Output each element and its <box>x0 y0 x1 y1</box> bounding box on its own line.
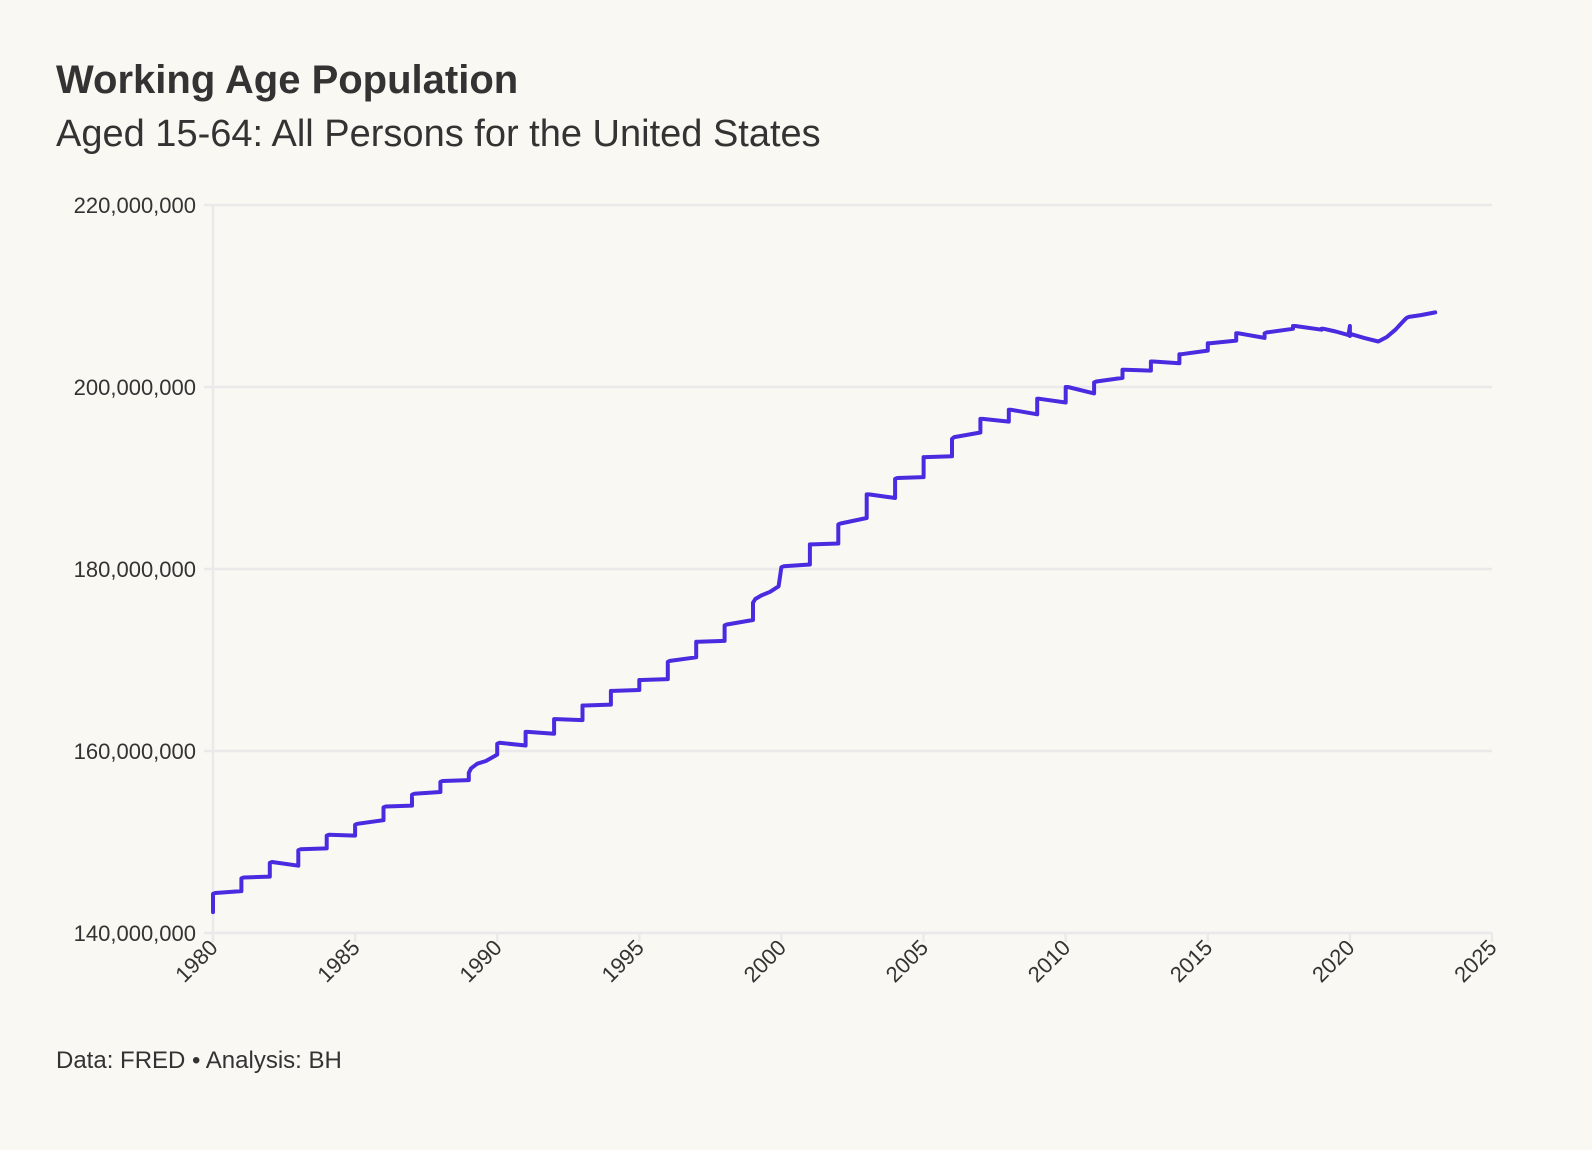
chart-caption: Data: FRED • Analysis: BH <box>56 1047 342 1074</box>
y-tick-label: 180,000,000 <box>74 557 196 582</box>
chart-subtitle: Aged 15-64: All Persons for the United S… <box>56 113 821 155</box>
x-tick-label: 2025 <box>1449 935 1501 987</box>
x-tick-label: 2020 <box>1307 935 1359 987</box>
x-tick-label: 1990 <box>454 935 506 987</box>
y-tick-label: 160,000,000 <box>74 739 196 764</box>
y-tick-label: 200,000,000 <box>74 375 196 400</box>
x-tick-label: 2005 <box>881 935 933 987</box>
axes <box>204 203 1494 942</box>
x-tick-label: 1985 <box>312 935 364 987</box>
series-layer <box>211 310 1438 915</box>
gridlines <box>213 203 1492 935</box>
x-tick-label: 2015 <box>1165 935 1217 987</box>
tick-labels: 140,000,000 160,000,000 180,000,000 200,000… <box>74 193 1502 987</box>
x-tick-label: 2010 <box>1023 935 1075 987</box>
x-tick-label: 2000 <box>739 935 791 987</box>
y-tick-label: 220,000,000 <box>74 193 196 218</box>
series-line <box>211 310 1438 915</box>
y-tick-label: 140,000,000 <box>74 921 196 946</box>
x-tick-label: 1995 <box>597 935 649 987</box>
chart-title: Working Age Population <box>56 58 519 102</box>
